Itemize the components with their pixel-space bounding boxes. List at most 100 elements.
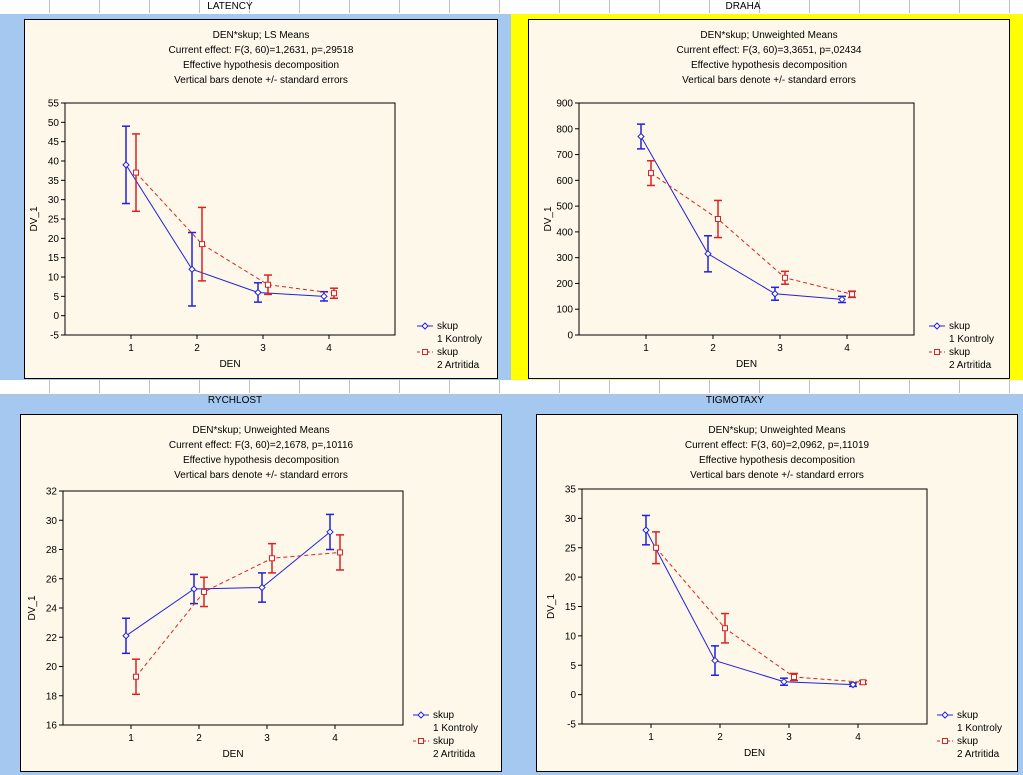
legend-label: 2 Artritida [949,360,992,371]
cell-rychlost[interactable]: RYCHLOST [207,395,263,406]
sheet-header-row-top [0,0,1023,15]
data-point-marker [648,170,654,177]
sheet-cell[interactable] [300,0,350,13]
sheet-cell[interactable] [610,380,660,393]
series-line-1 [640,136,843,300]
sheet-cell[interactable] [250,380,300,393]
sheet-cell[interactable] [350,0,400,13]
sheet-cell[interactable] [50,380,100,393]
chart-tigmotaxy[interactable]: DEN*skup; Unweighted Means Current effec… [536,414,1018,772]
sheet-cell[interactable] [400,380,450,393]
y-tick-label: 5 [570,661,576,672]
x-tick-label: 3 [264,733,270,744]
plot-draha: 0 100 200 300 400 500 600 700 800 900 1 2 3 4 DEN DV_1s… [543,99,994,372]
x-tick-label: 4 [844,343,850,354]
sheet-cell[interactable] [960,0,1010,13]
data-point-marker [782,274,788,281]
sheet-cell[interactable] [560,380,610,393]
y-axis-label: DV_1 [29,206,40,231]
sheet-cell[interactable] [400,0,450,13]
cell-draha[interactable]: DRAHA [725,1,761,12]
y-tick-label: 0 [570,690,576,701]
x-axis-label: DEN [736,359,757,370]
sheet-cell[interactable] [660,0,710,13]
sheet-cell[interactable] [200,0,250,13]
sheet-cell[interactable] [760,380,810,393]
sheet-cell[interactable] [150,380,200,393]
legend-title: skup [957,710,979,721]
sheet-cell[interactable] [0,0,50,13]
cell-tigmotaxy[interactable]: TIGMOTAXY [705,395,765,406]
sheet-cell[interactable] [710,380,760,393]
sheet-cell[interactable] [660,380,710,393]
sheet-cell[interactable] [510,0,560,13]
panel-rychlost: DEN*skup; Unweighted Means Current effec… [0,408,511,775]
y-tick-label: 300 [556,253,573,264]
sheet-cell[interactable] [560,0,610,13]
sheet-cell[interactable] [450,0,500,13]
y-tick-label: 35 [48,176,60,187]
data-point-marker [199,241,205,248]
plot-frame [578,102,915,336]
chart-title-line: DEN*skup; Unweighted Means [708,425,846,436]
sheet-cell[interactable] [960,380,1010,393]
sheet-cell[interactable] [860,380,910,393]
data-point-marker [711,656,719,665]
sheet-cell[interactable] [300,380,350,393]
y-tick-label: 500 [556,202,573,213]
sheet-cell[interactable] [450,380,500,393]
y-tick-label: 50 [48,118,60,129]
legend-marker [417,711,425,719]
chart-latency[interactable]: DEN*skup; LS Means Current effect: F(3, … [24,19,498,379]
x-tick-label: 2 [196,733,202,744]
sheet-cell[interactable] [710,0,760,13]
panel-tigmotaxy: DEN*skup; Unweighted Means Current effec… [511,408,1023,775]
data-point-marker [791,674,797,680]
y-tick-label: 700 [556,150,573,161]
data-point-marker [122,161,130,169]
y-tick-label: 900 [556,99,573,110]
cell-latency[interactable]: LATENCY [207,1,253,12]
y-axis-label: DV_1 [543,206,554,231]
series-line-2 [655,547,864,683]
chart-draha[interactable]: DEN*skup; Unweighted Means Current effec… [528,19,1010,379]
y-tick-label: -5 [567,720,576,731]
sheet-cell[interactable] [910,0,960,13]
sheet-cell[interactable] [150,0,200,13]
data-point-marker [133,673,139,680]
data-point-marker [860,679,866,686]
sheet-cell[interactable] [910,380,960,393]
y-tick-label: 30 [46,516,58,527]
chart-title-line: Effective hypothesis decomposition [690,60,847,71]
y-tick-label: 22 [46,633,58,644]
sheet-cell[interactable] [50,0,100,13]
chart-title-line: DEN*skup; LS Means [212,30,310,41]
sheet-cell[interactable] [860,0,910,13]
panel-draha: DEN*skup; Unweighted Means Current effec… [511,14,1023,380]
y-tick-label: 18 [46,691,58,702]
legend-label: 1 Kontroly [957,723,1002,734]
y-tick-label: 40 [48,157,60,168]
sheet-cell[interactable] [100,380,150,393]
sheet-cell[interactable] [610,0,660,13]
series-line-1 [125,531,331,637]
chart-rychlost[interactable]: DEN*skup; Unweighted Means Current effec… [20,414,502,772]
sheet-cell[interactable] [810,0,860,13]
data-point-marker [642,526,650,534]
sheet-cell[interactable] [350,380,400,393]
sheet-cell[interactable] [200,380,250,393]
sheet-cell[interactable] [810,380,860,393]
y-tick-label: 20 [565,573,577,584]
sheet-cell[interactable] [510,380,560,393]
sheet-cell[interactable] [100,0,150,13]
sheet-cell[interactable] [760,0,810,13]
legend-title: skup [433,710,455,721]
chart-title-line: Current effect: F(3, 60)=2,0962, p=,1101… [684,440,870,451]
chart-title-line: Vertical bars denote +/- standard errors [174,75,348,86]
series-line-2 [135,551,341,678]
data-point-marker [190,585,198,593]
sheet-cell[interactable] [0,380,50,393]
sheet-cell[interactable] [250,0,300,13]
